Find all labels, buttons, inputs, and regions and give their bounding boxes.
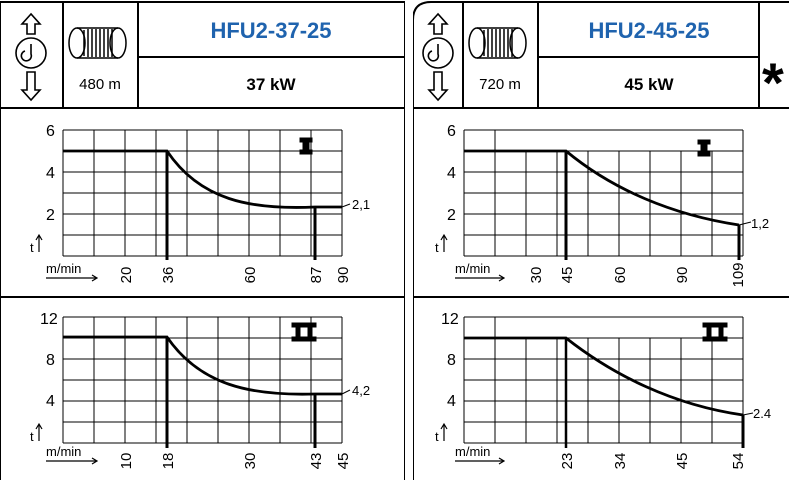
x-tick-label: 34: [612, 453, 629, 470]
y-tick-label: 6: [447, 123, 456, 140]
x-tick-label: 30: [242, 453, 259, 470]
y-tick-label: 12: [441, 311, 459, 328]
x-unit: m/min: [46, 261, 81, 276]
hoist-panel-hfu2-37-25: 480 m HFU2-37-25 37 kW 6 4 2 t m/min 2,1…: [0, 1, 406, 480]
y-arrow-icon: [440, 233, 448, 252]
load-curve: [63, 149, 342, 209]
y-tick-label: 12: [40, 311, 58, 328]
asterisk-mark: *: [762, 51, 784, 114]
load-curve: [464, 149, 740, 227]
y-tick-label: 8: [447, 352, 456, 369]
rope-length: 720 m: [479, 76, 521, 93]
x-tick-label: 90: [674, 267, 691, 284]
load-curve: [63, 335, 342, 396]
hoist-hook-icon: [15, 12, 47, 102]
x-tick-label: 20: [118, 267, 135, 284]
x-tick-label: 43: [308, 453, 325, 470]
x-arrow-icon: [46, 274, 99, 282]
y-unit: t: [30, 429, 34, 444]
y-unit: t: [435, 429, 439, 444]
x-arrow-icon: [455, 457, 506, 465]
x-tick-label: 60: [612, 267, 629, 284]
hoist-hook-icon: [422, 12, 454, 102]
chart-grid: [463, 129, 744, 257]
x-tick-label: 18: [160, 453, 177, 470]
single-reeving-icon: [299, 137, 313, 155]
rope-length: 480 m: [79, 76, 121, 93]
y-arrow-icon: [440, 422, 448, 441]
x-unit: m/min: [455, 444, 490, 459]
rope-drum-icon: [68, 27, 127, 59]
single-reeving-icon: [697, 139, 711, 157]
model-name: HFU2-45-25: [588, 18, 709, 43]
x-tick-label: 87: [308, 267, 325, 284]
x-tick-label: 10: [118, 453, 135, 470]
y-tick-label: 2: [447, 207, 456, 224]
x-tick-label: 45: [335, 453, 352, 470]
x-tick-label: 45: [674, 453, 691, 470]
chart-grid: [463, 316, 744, 444]
x-arrow-icon: [46, 457, 99, 465]
x-unit: m/min: [46, 444, 81, 459]
y-unit: t: [30, 240, 34, 255]
double-reeving-icon: [291, 322, 317, 342]
end-load-label: 1,2: [751, 216, 769, 231]
x-arrow-icon: [455, 274, 506, 282]
model-name: HFU2-37-25: [210, 18, 331, 43]
x-tick-label: 36: [160, 267, 177, 284]
double-reeving-icon: [702, 322, 728, 342]
rope-drum-icon: [468, 27, 527, 59]
y-unit: t: [435, 240, 439, 255]
y-tick-label: 8: [46, 352, 55, 369]
y-tick-label: 6: [46, 123, 55, 140]
x-tick-label: 60: [242, 267, 259, 284]
end-load-label: 2,1: [352, 197, 370, 212]
hoist-panel-hfu2-45-25: 720 m HFU2-45-25 45 kW * 6 4 2 t m/min 1…: [412, 0, 789, 480]
motor-power: 37 kW: [246, 75, 296, 94]
y-tick-label: 4: [447, 393, 456, 410]
x-tick-label: 109: [730, 262, 747, 287]
x-unit: m/min: [455, 261, 490, 276]
x-tick-label: 45: [559, 267, 576, 284]
y-arrow-icon: [35, 233, 43, 252]
end-load-label: 4,2: [352, 383, 370, 398]
y-tick-label: 2: [46, 207, 55, 224]
y-tick-label: 4: [46, 393, 55, 410]
load-curve: [464, 336, 744, 417]
x-tick-label: 23: [559, 453, 576, 470]
end-load-label: 2.4: [753, 406, 771, 421]
y-tick-label: 4: [447, 165, 456, 182]
y-arrow-icon: [35, 422, 43, 441]
motor-power: 45 kW: [624, 75, 674, 94]
x-tick-label: 30: [528, 267, 545, 284]
y-tick-label: 4: [46, 165, 55, 182]
x-tick-label: 90: [335, 267, 352, 284]
x-tick-label: 54: [730, 453, 747, 470]
chart-grid: [62, 129, 343, 257]
